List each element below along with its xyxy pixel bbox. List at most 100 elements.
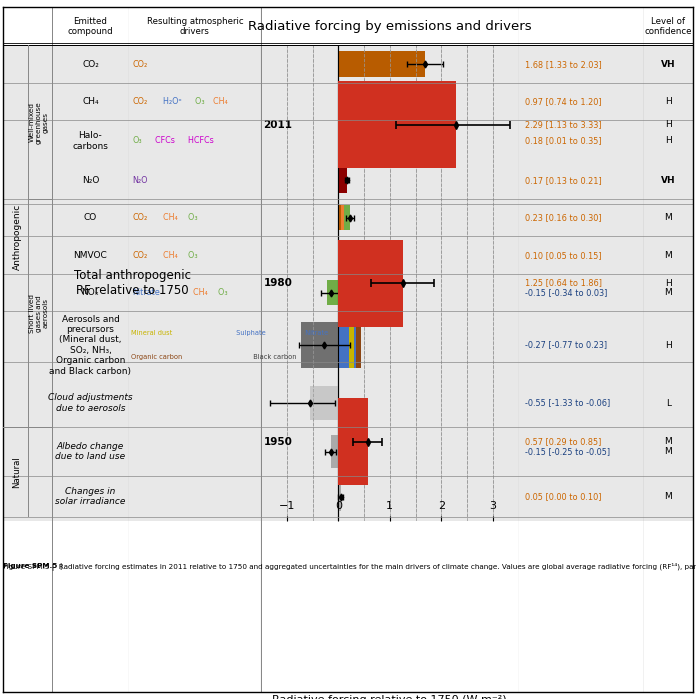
Text: M: M: [664, 447, 672, 456]
Text: O₃: O₃: [183, 251, 198, 259]
Bar: [345, 89, 347, 115]
Text: Level of
confidence: Level of confidence: [644, 17, 692, 36]
Text: CO: CO: [84, 213, 97, 222]
Text: Anthropogenic: Anthropogenic: [13, 203, 22, 270]
Bar: [331, 435, 338, 468]
Text: Black carbon: Black carbon: [249, 354, 296, 360]
Bar: [341, 280, 342, 305]
Text: Albedo change
due to land use: Albedo change due to land use: [56, 442, 125, 461]
Text: 0.18 [0.01 to 0.35]: 0.18 [0.01 to 0.35]: [525, 136, 601, 145]
Text: VH: VH: [661, 59, 676, 69]
Text: H: H: [665, 279, 672, 287]
Text: -0.55 [-1.33 to -0.06]: -0.55 [-1.33 to -0.06]: [525, 398, 610, 408]
Text: O₃: O₃: [214, 288, 228, 297]
Bar: [356, 322, 361, 368]
Text: CO₂: CO₂: [133, 213, 148, 222]
Text: 0.17 [0.13 to 0.21]: 0.17 [0.13 to 0.21]: [525, 175, 601, 185]
Text: Nitrate: Nitrate: [301, 330, 328, 336]
Bar: [327, 280, 338, 305]
Text: O₃: O₃: [183, 213, 198, 222]
Bar: [340, 243, 341, 268]
Bar: [341, 243, 343, 268]
Bar: [301, 322, 338, 368]
Text: -0.15 [-0.25 to -0.05]: -0.15 [-0.25 to -0.05]: [525, 447, 610, 456]
Bar: [310, 387, 338, 419]
Text: Nitrate: Nitrate: [133, 288, 161, 297]
Text: Radiative forcing by emissions and drivers: Radiative forcing by emissions and drive…: [248, 20, 532, 33]
Text: CH₄: CH₄: [158, 251, 177, 259]
Text: 1950: 1950: [264, 437, 292, 447]
Text: Sulphate: Sulphate: [232, 330, 266, 336]
Text: 0.23 [0.16 to 0.30]: 0.23 [0.16 to 0.30]: [525, 213, 601, 222]
Text: CO₂: CO₂: [133, 59, 148, 69]
Text: M: M: [664, 213, 672, 222]
Text: CH₄: CH₄: [82, 97, 99, 106]
Text: N₂O: N₂O: [133, 175, 148, 185]
Text: 2011: 2011: [264, 120, 292, 129]
Bar: [341, 205, 345, 231]
Bar: [338, 280, 341, 305]
Bar: [342, 127, 347, 155]
Text: Halo-
carbons: Halo- carbons: [72, 131, 109, 150]
Text: H₂Oᵒ: H₂Oᵒ: [158, 97, 182, 106]
Text: Changes in
solar irradiance: Changes in solar irradiance: [55, 487, 126, 506]
Text: Natural: Natural: [13, 456, 22, 488]
Text: CO₂: CO₂: [133, 97, 148, 106]
Text: NOₓ: NOₓ: [81, 288, 100, 297]
Text: CH₄: CH₄: [158, 213, 177, 222]
Bar: [354, 322, 356, 368]
Text: H: H: [665, 97, 672, 106]
Bar: [338, 483, 341, 511]
Text: CO₂: CO₂: [133, 251, 148, 259]
Text: M: M: [664, 437, 672, 446]
Text: O₃: O₃: [191, 97, 205, 106]
Bar: [338, 89, 345, 115]
Text: M: M: [664, 288, 672, 297]
Bar: [347, 89, 388, 115]
Text: 1980: 1980: [264, 278, 292, 288]
Text: Cloud adjustments
due to aerosols: Cloud adjustments due to aerosols: [48, 394, 133, 412]
Bar: [338, 398, 367, 485]
Text: -0.27 [-0.77 to 0.23]: -0.27 [-0.77 to 0.23]: [525, 340, 607, 350]
Bar: [338, 127, 342, 155]
Bar: [338, 81, 456, 168]
Text: 0.57 [0.29 to 0.85]: 0.57 [0.29 to 0.85]: [525, 437, 601, 446]
Text: 1.68 [1.33 to 2.03]: 1.68 [1.33 to 2.03]: [525, 59, 601, 69]
Text: M: M: [664, 492, 672, 501]
Text: Well-mixed
greenhouse
gases: Well-mixed greenhouse gases: [29, 101, 49, 143]
Text: N₂O: N₂O: [82, 175, 99, 185]
Text: 1.25 [0.64 to 1.86]: 1.25 [0.64 to 1.86]: [525, 279, 602, 287]
Text: Organic carbon: Organic carbon: [132, 354, 182, 360]
Text: 0.05 [0.00 to 0.10]: 0.05 [0.00 to 0.10]: [525, 492, 601, 501]
Text: H: H: [665, 340, 672, 350]
Text: 0.10 [0.05 to 0.15]: 0.10 [0.05 to 0.15]: [525, 251, 601, 259]
Text: CH₄: CH₄: [207, 97, 228, 106]
Bar: [338, 240, 402, 326]
X-axis label: Radiative forcing relative to 1750 (W m⁻²): Radiative forcing relative to 1750 (W m⁻…: [272, 695, 507, 699]
Bar: [349, 322, 354, 368]
Text: -0.15 [-0.34 to 0.03]: -0.15 [-0.34 to 0.03]: [525, 288, 607, 297]
Text: VH: VH: [661, 175, 676, 185]
Bar: [338, 52, 425, 77]
Bar: [338, 168, 347, 193]
Text: NMVOC: NMVOC: [74, 251, 107, 259]
Text: CO₂: CO₂: [82, 59, 99, 69]
Text: CFCs: CFCs: [150, 136, 175, 145]
Text: Resulting atmospheric
drivers: Resulting atmospheric drivers: [147, 17, 243, 36]
Text: O₃: O₃: [133, 136, 143, 145]
Text: 2.29 [1.13 to 3.33]: 2.29 [1.13 to 3.33]: [525, 120, 601, 129]
Text: Emitted
compound: Emitted compound: [68, 17, 113, 36]
Text: H: H: [665, 136, 672, 145]
Text: Figure SPM.5 |: Figure SPM.5 |: [3, 563, 65, 570]
Text: Mineral dust: Mineral dust: [132, 330, 173, 336]
Bar: [338, 322, 349, 368]
Bar: [338, 243, 340, 268]
Text: CH₄: CH₄: [189, 288, 208, 297]
Text: Aerosols and
precursors
(Mineral dust,
SO₂, NH₃,
Organic carbon
and Black carbon: Aerosols and precursors (Mineral dust, S…: [49, 315, 132, 375]
Text: Figure SPM.5 |  Radiative forcing estimates in 2011 relative to 1750 and aggrega: Figure SPM.5 | Radiative forcing estimat…: [3, 563, 696, 570]
Text: 0.97 [0.74 to 1.20]: 0.97 [0.74 to 1.20]: [525, 97, 601, 106]
Text: HCFCs: HCFCs: [183, 136, 214, 145]
Bar: [338, 205, 341, 231]
Bar: [345, 205, 350, 231]
Text: Total anthropogenic
RF relative to 1750: Total anthropogenic RF relative to 1750: [74, 269, 191, 297]
